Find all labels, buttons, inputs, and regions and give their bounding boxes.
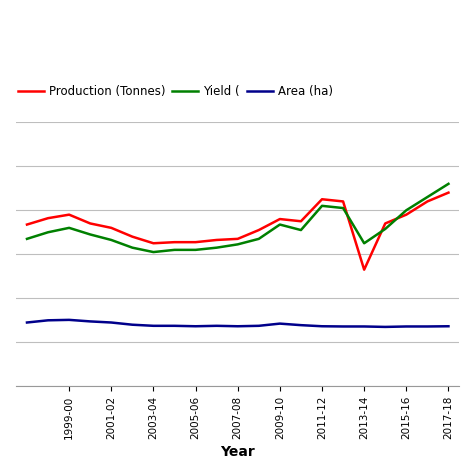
Production (Tonnes) (403, 212, 409, 218)
Yield ( (298, 227, 304, 233)
Area (ha) (425, 324, 430, 329)
X-axis label: Year: Year (220, 445, 255, 459)
Area (ha) (66, 317, 72, 323)
Production (Tonnes) (319, 196, 325, 202)
Yield ( (45, 229, 51, 235)
Area (ha) (193, 323, 199, 329)
Production (Tonnes) (235, 236, 241, 242)
Production (Tonnes) (383, 220, 388, 226)
Yield ( (319, 203, 325, 209)
Yield ( (277, 222, 283, 228)
Area (ha) (151, 323, 156, 328)
Area (ha) (109, 319, 114, 325)
Yield ( (87, 232, 93, 237)
Production (Tonnes) (66, 212, 72, 218)
Production (Tonnes) (340, 199, 346, 204)
Area (ha) (129, 322, 135, 328)
Area (ha) (298, 322, 304, 328)
Line: Area (ha): Area (ha) (27, 320, 448, 327)
Production (Tonnes) (193, 239, 199, 245)
Yield ( (403, 208, 409, 213)
Yield ( (24, 236, 30, 242)
Yield ( (383, 226, 388, 232)
Production (Tonnes) (109, 225, 114, 231)
Yield ( (109, 237, 114, 243)
Production (Tonnes) (214, 237, 219, 243)
Area (ha) (256, 323, 262, 328)
Production (Tonnes) (87, 220, 93, 226)
Area (ha) (277, 321, 283, 327)
Yield ( (172, 247, 177, 253)
Line: Production (Tonnes): Production (Tonnes) (27, 192, 448, 270)
Area (ha) (446, 323, 451, 329)
Production (Tonnes) (129, 234, 135, 239)
Production (Tonnes) (446, 190, 451, 195)
Yield ( (446, 181, 451, 187)
Yield ( (340, 205, 346, 211)
Yield ( (129, 245, 135, 251)
Production (Tonnes) (172, 239, 177, 245)
Yield ( (425, 194, 430, 200)
Production (Tonnes) (361, 267, 367, 273)
Area (ha) (235, 323, 241, 329)
Yield ( (256, 236, 262, 242)
Area (ha) (45, 318, 51, 323)
Legend: Production (Tonnes), Yield (, Area (ha): Production (Tonnes), Yield (, Area (ha) (13, 81, 337, 103)
Production (Tonnes) (298, 219, 304, 224)
Production (Tonnes) (24, 222, 30, 228)
Production (Tonnes) (277, 216, 283, 222)
Area (ha) (403, 324, 409, 329)
Area (ha) (319, 323, 325, 329)
Area (ha) (361, 324, 367, 329)
Production (Tonnes) (256, 227, 262, 233)
Production (Tonnes) (45, 215, 51, 221)
Yield ( (193, 247, 199, 253)
Area (ha) (172, 323, 177, 328)
Yield ( (361, 240, 367, 246)
Area (ha) (87, 319, 93, 324)
Production (Tonnes) (151, 240, 156, 246)
Production (Tonnes) (425, 199, 430, 204)
Yield ( (151, 249, 156, 255)
Area (ha) (383, 324, 388, 330)
Line: Yield (: Yield ( (27, 184, 448, 252)
Yield ( (235, 242, 241, 247)
Area (ha) (24, 319, 30, 325)
Area (ha) (340, 324, 346, 329)
Area (ha) (214, 323, 219, 328)
Yield ( (66, 225, 72, 231)
Yield ( (214, 245, 219, 251)
